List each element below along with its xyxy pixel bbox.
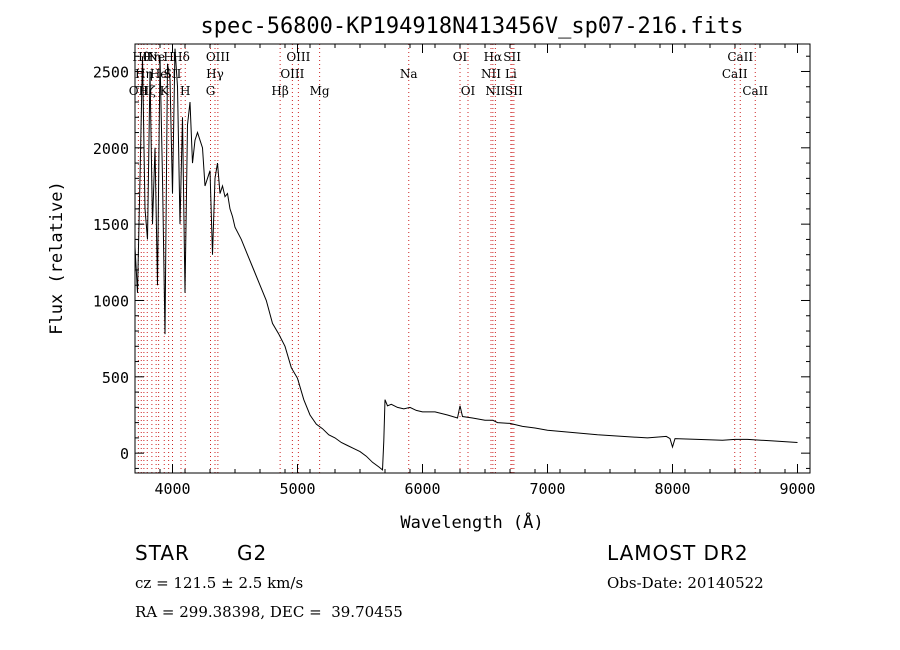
y-tick-label: 1500 — [93, 216, 129, 234]
spectral-line-label: H — [180, 84, 190, 98]
cz-text: cz = 121.5 ± 2.5 km/s — [135, 574, 304, 592]
spectral-line-label: NII — [481, 67, 501, 81]
x-tick-label: 6000 — [404, 480, 440, 498]
spectral-line-label: Hη — [143, 50, 161, 64]
x-tick-label: 4000 — [154, 480, 190, 498]
x-tick-label: 7000 — [529, 480, 565, 498]
spectral-line-label: SII — [505, 84, 523, 98]
spectral-line-label: Hδ — [172, 50, 190, 64]
spectral-line-label: Na — [400, 67, 418, 81]
spectral-line-label: OI — [461, 84, 476, 98]
spectral-line-label: H — [163, 50, 173, 64]
spectrum-line — [134, 48, 798, 471]
plot-frame — [134, 43, 811, 474]
coords-text: RA = 299.38398, DEC = 39.70455 — [135, 603, 403, 621]
spectral-line-label: OIII — [286, 50, 310, 64]
y-tick-label: 0 — [120, 445, 129, 463]
subclass-label: G2 — [237, 541, 268, 565]
spectral-line-label: CaII — [742, 84, 768, 98]
spectral-line-label: OIII — [206, 50, 230, 64]
spectral-line-label: He — [150, 67, 168, 81]
y-tick-label: 2500 — [93, 63, 129, 81]
y-axis-label: Flux (relative) — [47, 181, 67, 335]
spectral-line-label: Ne — [147, 50, 165, 64]
spectral-line-label: SII — [164, 67, 182, 81]
spectral-line-markers — [137, 44, 756, 473]
spectral-line-label: Hβ — [271, 84, 288, 98]
obs-date-text: Obs-Date: 20140522 — [607, 574, 764, 592]
x-tick-label: 9000 — [779, 480, 815, 498]
spectral-line-label: K — [160, 84, 170, 98]
spectral-line-label: Li — [505, 67, 517, 81]
spectral-line-label: Hθ — [132, 50, 150, 64]
spectral-line-label: Mg — [310, 84, 330, 98]
y-tick-label: 500 — [102, 369, 129, 387]
spectral-line-label: Hγ — [206, 67, 224, 81]
spectral-line-label: Hη — [135, 67, 153, 81]
x-axis-label: Wavelength (Å) — [400, 511, 543, 533]
spectral-line-label: SII — [503, 50, 521, 64]
spectral-line-label: OI — [453, 50, 468, 64]
spectral-line-label: OIII — [280, 67, 304, 81]
spectral-line-label: Hα — [484, 50, 503, 64]
survey-label: LAMOST DR2 — [607, 541, 749, 565]
spectral-line-label: CaII — [722, 67, 748, 81]
spectral-line-label: NII — [485, 84, 505, 98]
y-tick-label: 1000 — [93, 292, 129, 310]
axis-ticks: 4000 5000 6000 7000 8000 9000 0 500 1000 1500 2000… — [93, 44, 816, 498]
spectral-line-label: CaII — [727, 50, 753, 64]
spectral-line-label: G — [206, 84, 216, 98]
chart-title: spec-56800-KP194918N413456V_sp07-216.fit… — [200, 14, 743, 39]
class-label: STAR — [135, 541, 190, 565]
x-tick-label: 8000 — [654, 480, 690, 498]
y-tick-label: 2000 — [93, 140, 129, 158]
x-tick-label: 5000 — [279, 480, 315, 498]
